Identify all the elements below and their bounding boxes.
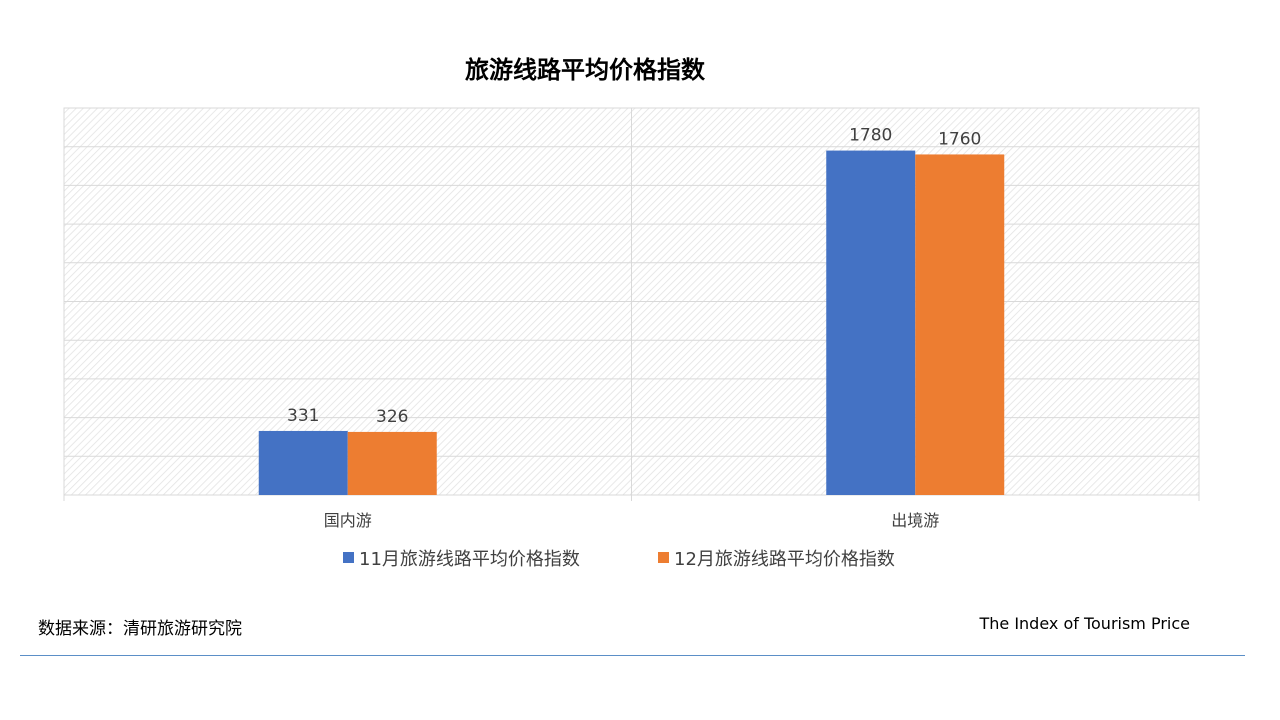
bar-0-0 <box>258 430 348 495</box>
legend: 11月旅游线路平均价格指数 12月旅游线路平均价格指数 <box>343 549 895 570</box>
footer-divider <box>20 655 1245 656</box>
legend-swatch-december <box>658 552 669 563</box>
category-label-0: 国内游 <box>324 511 372 530</box>
legend-swatch-november <box>343 552 354 563</box>
category-labels: 国内游 出境游 <box>324 511 940 530</box>
gridlines <box>63 108 1200 501</box>
data-label-1-0: 1780 <box>849 126 892 146</box>
legend-label-november: 11月旅游线路平均价格指数 <box>359 549 580 570</box>
data-label-1-1: 1760 <box>938 129 981 149</box>
data-labels: 331 326 1780 1760 <box>287 126 981 427</box>
legend-label-december: 12月旅游线路平均价格指数 <box>674 549 895 570</box>
category-label-1: 出境游 <box>891 511 939 530</box>
data-label-0-0: 331 <box>287 406 319 426</box>
data-label-0-1: 326 <box>376 407 408 427</box>
index-name: The Index of Tourism Price <box>979 614 1190 633</box>
bar-1-0 <box>826 150 916 495</box>
bar-0-1 <box>347 431 437 495</box>
bars <box>258 150 1005 495</box>
chart-title: 旅游线路平均价格指数 <box>465 56 706 84</box>
bar-1-1 <box>915 154 1005 495</box>
data-source-note: 数据来源：清研旅游研究院 <box>38 619 242 639</box>
